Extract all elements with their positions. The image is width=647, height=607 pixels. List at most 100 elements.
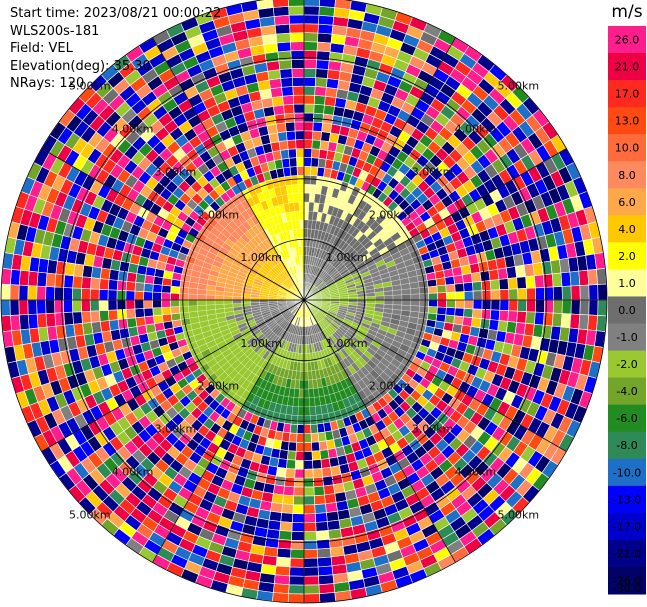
- colorbar-tick-label: 8.0: [618, 169, 636, 182]
- velocity-gate: [323, 484, 336, 496]
- velocity-gate: [1, 315, 12, 333]
- velocity-gate: [312, 112, 324, 124]
- velocity-gate: [179, 305, 189, 314]
- velocity-gate: [283, 485, 295, 497]
- velocity-gate: [99, 267, 111, 280]
- velocity-gate: [294, 210, 300, 221]
- velocity-gate: [81, 276, 92, 290]
- velocity-gate: [303, 442, 313, 452]
- velocity-gate: [63, 299, 73, 313]
- velocity-gate: [543, 299, 554, 314]
- velocity-gate: [303, 94, 316, 105]
- velocity-gate: [116, 308, 128, 320]
- velocity-gate: [303, 415, 311, 425]
- velocity-gate: [535, 287, 545, 301]
- velocity-gate: [366, 299, 376, 304]
- velocity-gate: [366, 296, 376, 301]
- velocity-gate: [508, 299, 519, 312]
- velocity-gate: [284, 476, 296, 488]
- velocity-gate: [383, 295, 394, 301]
- velocity-gate: [303, 539, 318, 550]
- velocity-gate: [436, 306, 447, 316]
- velocity-gate: [291, 406, 299, 416]
- velocity-gate: [313, 103, 325, 115]
- velocity-gate: [303, 450, 313, 461]
- velocity-gate: [80, 287, 91, 301]
- velocity-gate: [297, 415, 305, 425]
- velocity-gate: [579, 284, 590, 301]
- velocity-gate: [311, 441, 321, 452]
- velocity-gate: [383, 290, 394, 296]
- velocity-gate: [277, 131, 288, 142]
- velocity-gate: [298, 397, 305, 408]
- velocity-gate: [223, 295, 233, 301]
- velocity-gate: [125, 290, 136, 301]
- velocity-gate: [299, 379, 305, 390]
- velocity-gate: [525, 275, 536, 289]
- velocity-gate: [273, 574, 290, 586]
- velocity-gate: [179, 293, 189, 301]
- velocity-gate: [561, 299, 572, 315]
- velocity-gate: [281, 86, 294, 97]
- velocity-gate: [569, 313, 581, 330]
- velocity-gate: [534, 274, 545, 289]
- velocity-gate: [291, 513, 305, 524]
- velocity-gate: [472, 308, 483, 319]
- velocity-gate: [308, 379, 314, 390]
- range-ring-label: 2.00km: [198, 208, 240, 221]
- velocity-gate: [250, 299, 260, 303]
- velocity-gate: [587, 268, 599, 286]
- velocity-gate: [293, 486, 305, 497]
- velocity-gate: [303, 139, 313, 150]
- range-ring-label: 2.00km: [369, 380, 411, 393]
- velocity-gate: [303, 531, 317, 541]
- velocity-gate: [9, 284, 20, 301]
- velocity-gate: [98, 278, 110, 291]
- velocity-gate: [309, 406, 317, 416]
- velocity-gate: [295, 219, 301, 230]
- range-ring-label: 1.00km: [240, 337, 282, 350]
- velocity-gate: [542, 312, 554, 327]
- colorbar-tick-label: 0.0: [618, 304, 636, 317]
- velocity-gate: [289, 166, 298, 177]
- velocity-gate: [463, 299, 474, 310]
- velocity-gate: [214, 295, 225, 301]
- velocity-gate: [375, 299, 385, 305]
- scan-info: Start time: 2023/08/21 00:00:22 WLS200s-…: [10, 5, 221, 93]
- velocity-gate: [297, 183, 305, 194]
- velocity-gate: [71, 287, 82, 301]
- velocity-gate: [314, 512, 328, 523]
- colorbar-tick-label: -2.0: [616, 358, 637, 371]
- velocity-gate: [282, 94, 295, 106]
- velocity-gate: [288, 5, 305, 16]
- velocity-gate: [282, 494, 295, 506]
- velocity-gate: [286, 450, 297, 461]
- velocity-gate: [294, 121, 305, 132]
- velocity-gate: [542, 273, 554, 288]
- velocity-gate: [321, 122, 333, 134]
- colorbar-unit: m/s: [611, 2, 642, 22]
- velocity-gate: [36, 313, 48, 329]
- field-name: Field: VEL: [10, 41, 73, 56]
- velocity-gate: [45, 272, 57, 288]
- velocity-gate: [298, 201, 305, 212]
- velocity-gate: [108, 268, 120, 281]
- velocity-gate: [454, 307, 465, 318]
- velocity-gate: [296, 424, 305, 435]
- velocity-gate: [303, 388, 310, 399]
- velocity-gate: [273, 14, 290, 26]
- velocity-gate: [125, 299, 136, 310]
- velocity-gate: [286, 139, 297, 150]
- velocity-gate: [135, 316, 146, 327]
- velocity-gate: [294, 130, 305, 141]
- velocity-gate: [300, 228, 305, 238]
- velocity-gate: [303, 121, 314, 132]
- velocity-gate: [303, 486, 315, 497]
- velocity-gate: [107, 279, 119, 291]
- velocity-gate: [317, 32, 333, 44]
- velocity-gate: [303, 175, 311, 185]
- velocity-gate: [81, 310, 92, 324]
- velocity-gate: [271, 493, 284, 505]
- velocity-gate: [308, 388, 315, 399]
- velocity-gate: [291, 67, 305, 78]
